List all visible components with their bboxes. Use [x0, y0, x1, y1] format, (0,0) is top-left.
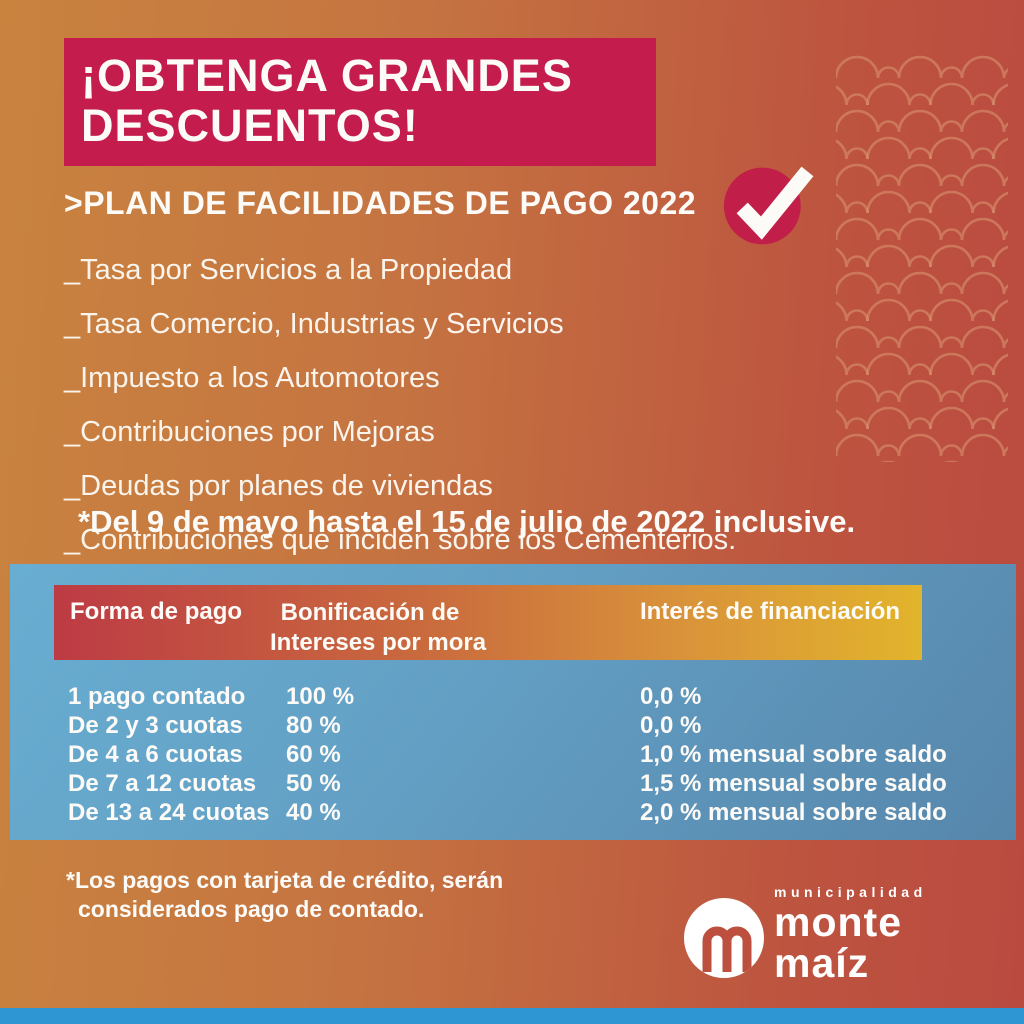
logo-name-line1: monte — [774, 899, 902, 945]
bottom-accent-stripe — [0, 1008, 1024, 1024]
list-item: _Tasa por Servicios a la Propiedad — [64, 254, 513, 286]
cell-interes: 1,0 % mensual sobre saldo — [640, 741, 947, 768]
list-item: _Contribuciones que inciden sobre los Ce… — [64, 524, 737, 556]
logo-text: municipalidad monte maíz — [774, 884, 927, 986]
cell-interes: 1,5 % mensual sobre saldo — [640, 770, 947, 797]
cell-bonificacion: 60 % — [286, 741, 341, 768]
list-item: _Deudas por planes de viviendas — [64, 470, 493, 502]
checkmark-icon — [723, 166, 814, 245]
list-item: _Contribuciones por Mejoras — [64, 416, 435, 448]
payment-plan-panel: Forma de pago Bonificación de Intereses … — [10, 564, 1016, 840]
cell-bonificacion: 100 % — [286, 683, 355, 710]
credit-note-line1: *Los pagos con tarjeta de crédito, serán — [66, 867, 504, 893]
monte-maiz-monogram-icon — [684, 898, 764, 978]
cell-forma: De 2 y 3 cuotas — [68, 712, 243, 739]
cell-forma: De 4 a 6 cuotas — [68, 741, 243, 768]
cell-forma: De 7 a 12 cuotas — [68, 770, 257, 797]
table-row: De 7 a 12 cuotas 50 % 1,5 % mensual sobr… — [10, 769, 1016, 798]
credit-card-note: *Los pagos con tarjeta de crédito, serán… — [66, 866, 503, 924]
validity-date-note: *Del 9 de mayo hasta el 15 de julio de 2… — [78, 504, 856, 539]
table-row: De 2 y 3 cuotas 80 % 0,0 % — [10, 711, 1016, 740]
cell-forma: De 13 a 24 cuotas — [68, 799, 270, 826]
logo-name-line2: maíz — [774, 940, 870, 986]
header-bonificacion-line2: Intereses por mora — [270, 629, 487, 656]
headline-line2: DESCUENTOS! — [81, 100, 419, 151]
cell-bonificacion: 80 % — [286, 712, 341, 739]
cell-bonificacion: 50 % — [286, 770, 341, 797]
headline-line1: ¡OBTENGA GRANDES — [81, 50, 573, 101]
plan-subtitle: >PLAN DE FACILIDADES DE PAGO 2022 — [64, 185, 697, 221]
cell-interes: 0,0 % — [640, 712, 702, 739]
table-rows: 1 pago contado 100 % 0,0 % De 2 y 3 cuot… — [10, 682, 1016, 827]
tax-list: _Tasa por Servicios a la Propiedad _Tasa… — [64, 243, 736, 567]
cell-interes: 2,0 % mensual sobre saldo — [640, 799, 947, 826]
cell-bonificacion: 40 % — [286, 799, 341, 826]
scallop-wave-pattern — [836, 52, 1008, 462]
header-interes: Interés de financiación — [640, 598, 901, 625]
header-bonificacion: Bonificación de Intereses por mora — [270, 598, 486, 658]
header-forma-de-pago: Forma de pago — [70, 598, 243, 625]
table-header-bar: Forma de pago Bonificación de Intereses … — [54, 585, 922, 660]
table-row: De 13 a 24 cuotas 40 % 2,0 % mensual sob… — [10, 798, 1016, 827]
cell-interes: 0,0 % — [640, 683, 702, 710]
monte-maiz-logo: municipalidad monte maíz — [684, 884, 984, 994]
headline-banner: ¡OBTENGA GRANDES DESCUENTOS! — [64, 38, 656, 166]
list-item: _Impuesto a los Automotores — [64, 362, 440, 394]
list-item: _Tasa Comercio, Industrias y Servicios — [64, 308, 564, 340]
logo-municipalidad-label: municipalidad — [774, 884, 927, 900]
cell-forma: 1 pago contado — [68, 683, 246, 710]
table-row: 1 pago contado 100 % 0,0 % — [10, 682, 1016, 711]
header-bonificacion-line1: Bonificación de — [280, 599, 460, 626]
table-row: De 4 a 6 cuotas 60 % 1,0 % mensual sobre… — [10, 740, 1016, 769]
headline-title: ¡OBTENGA GRANDES DESCUENTOS! — [81, 51, 656, 151]
credit-note-line2: considerados pago de contado. — [78, 896, 425, 922]
